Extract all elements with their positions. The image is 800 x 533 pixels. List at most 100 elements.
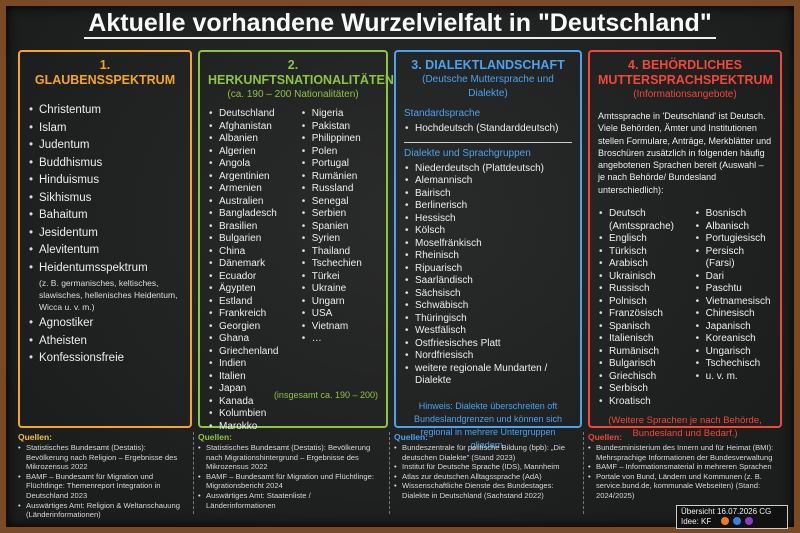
column: 1. GLAUBENSSPEKTRUM ChristentumIslamJuden… <box>18 50 192 428</box>
intro: Amtssprache in 'Deutschland' ist Deutsch… <box>598 111 772 195</box>
list-item: Kölsch <box>404 225 572 238</box>
column-heading: 1. GLAUBENSSPEKTRUM <box>34 58 176 87</box>
list: NigeriaPakistanPhilippinenPolenPortugalR… <box>301 108 378 433</box>
list-item: Ghana <box>208 333 301 346</box>
list-item: Hinduismus <box>28 172 182 190</box>
list-item: Polnisch <box>598 296 695 309</box>
separator <box>389 432 390 514</box>
list-item: Arabisch <box>598 258 695 271</box>
sources-label: Quellen: <box>18 432 53 442</box>
sources: Quellen:Statistisches Bundesamt (Destati… <box>198 432 382 510</box>
list-item: Argentinien <box>208 171 301 184</box>
list-item: Persisch (Farsi) <box>695 246 772 271</box>
credits-line2: Idee: KF <box>681 517 712 526</box>
list-item: Griechenland <box>208 346 301 359</box>
list: Statistisches Bundesamt (Destatis): Bevö… <box>18 443 186 520</box>
sources: Quellen:Bundeszentrale für politische Bi… <box>394 432 576 501</box>
column-heading: 4. BEHÖRDLICHES MUTTERSPRACHSPEKTRUM <box>598 58 773 87</box>
list-item: Russisch <box>598 283 695 296</box>
list: Bundeszentrale für politische Bildung (b… <box>394 443 576 501</box>
list-item: Ägypten <box>208 283 301 296</box>
credits-line2-wrap: Idee: KF <box>681 517 783 527</box>
list-item: … <box>301 333 378 346</box>
list-item: Moselfränkisch <box>404 238 572 251</box>
list-item: Niederdeutsch (Plattdeutsch) <box>404 163 572 176</box>
list: ChristentumIslamJudentumBuddhismusHindui… <box>28 102 182 277</box>
list-item: Westfälisch <box>404 325 572 338</box>
credits-box: Übersicht 16.07.2026 CG Idee: KF <box>676 505 788 529</box>
column-footer: (insgesamt ca. 190 – 200) <box>273 390 378 400</box>
list-item: Ungarisch <box>695 346 772 359</box>
column-subheading: (Informationsangebote) <box>633 89 737 100</box>
sources-label: Quellen: <box>394 432 429 442</box>
list-item: Judentum <box>28 137 182 155</box>
list-item: Bulgarien <box>208 233 301 246</box>
list-item: Bangladesch <box>208 208 301 221</box>
list-item: Türkei <box>301 271 378 284</box>
list-item: Wissenschaftliche Dienste des Bundestage… <box>394 481 576 500</box>
sources: Quellen:Bundesministerium des Innern und… <box>588 432 776 501</box>
separator <box>193 432 194 514</box>
title-wrap: Aktuelle vorhandene Wurzelvielfalt in "D… <box>0 9 800 39</box>
list-item: Bairisch <box>404 188 572 201</box>
lists: Deutsch (Amtssprache)EnglischTürkischAra… <box>598 208 772 408</box>
list-item: Jesidentum <box>28 225 182 243</box>
list-item: Statistisches Bundesamt (Destatis): Bevö… <box>198 443 382 472</box>
sources: Quellen:Statistisches Bundesamt (Destati… <box>18 432 186 520</box>
list-item: Vietnamesisch <box>695 296 772 309</box>
list-item: Dari <box>695 271 772 284</box>
column-heading: 2. HERKUNFTSNATIONALITÄTEN <box>208 58 394 87</box>
list-item: Kanada <box>208 396 301 409</box>
list-item: Ukraine <box>301 283 378 296</box>
list-item: Islam <box>28 120 182 138</box>
list-item: USA <box>301 308 378 321</box>
list-item: Französisch <box>598 308 695 321</box>
list-item: Georgien <box>208 321 301 334</box>
credits-line1: Übersicht 16.07.2026 CG <box>681 507 772 516</box>
list-item: Ungarn <box>301 296 378 309</box>
list-item: Buddhismus <box>28 155 182 173</box>
list-item: Chinesisch <box>695 308 772 321</box>
list-item: Vietnam <box>301 321 378 334</box>
list-item: Bundesministerium des Innern und für Hei… <box>588 443 776 462</box>
list: AgnostikerAtheistenKonfessionsfreie <box>28 315 182 368</box>
list-item: Japanisch <box>695 321 772 334</box>
list: Bundesministerium des Innern und für Hei… <box>588 443 776 501</box>
list-item: Angola <box>208 158 301 171</box>
list-item: Rumänisch <box>598 346 695 359</box>
list-item: Auswärtiges Amt: Staatenliste / Länderin… <box>198 491 382 510</box>
list: DeutschlandAfghanistanAlbanienAlgerienAn… <box>208 108 301 433</box>
list-item: Serbisch <box>598 383 695 396</box>
list-item: Albanien <box>208 133 301 146</box>
column: 3. DIALEKTLANDSCHAFT (Deutsche Mutterspra… <box>394 50 582 450</box>
list-item: Atheisten <box>28 333 182 351</box>
list-item: Statistisches Bundesamt (Destatis): Bevö… <box>18 443 186 472</box>
list-item: Institut für Deutsche Sprache (IDS), Man… <box>394 462 576 472</box>
list: Hochdeutsch (Standarddeutsch) <box>404 123 572 136</box>
list-item: Portugal <box>301 158 378 171</box>
list-item: Bosnisch <box>695 208 772 221</box>
section-title: Dialekte und Sprachgruppen <box>404 147 531 159</box>
list-item: Saarländisch <box>404 275 572 288</box>
list-item: Portale von Bund, Ländern und Kommunen (… <box>588 472 776 501</box>
list-item: Agnostiker <box>28 315 182 333</box>
list-item: Philippinen <box>301 133 378 146</box>
divider <box>404 141 572 143</box>
separator <box>583 432 584 514</box>
column-footer: (Weitere Sprachen je nach Behörde, Bunde… <box>608 415 762 440</box>
list-item: Nordfriesisch <box>404 350 572 363</box>
list-item: Ukrainisch <box>598 271 695 284</box>
list: Niederdeutsch (Plattdeutsch)AlemannischB… <box>404 163 572 388</box>
list-item: Hochdeutsch (Standarddeutsch) <box>404 123 572 136</box>
list-item: Kroatisch <box>598 396 695 409</box>
list-item: Deutsch (Amtssprache) <box>598 208 695 233</box>
list-item: Albanisch <box>695 221 772 234</box>
list-item: Sächsisch <box>404 288 572 301</box>
list-item: Marokko <box>208 421 301 434</box>
list-item: Russland <box>301 183 378 196</box>
list-item: Syrien <box>301 233 378 246</box>
list-item: Brasilien <box>208 221 301 234</box>
list-item: Kolumbien <box>208 408 301 421</box>
